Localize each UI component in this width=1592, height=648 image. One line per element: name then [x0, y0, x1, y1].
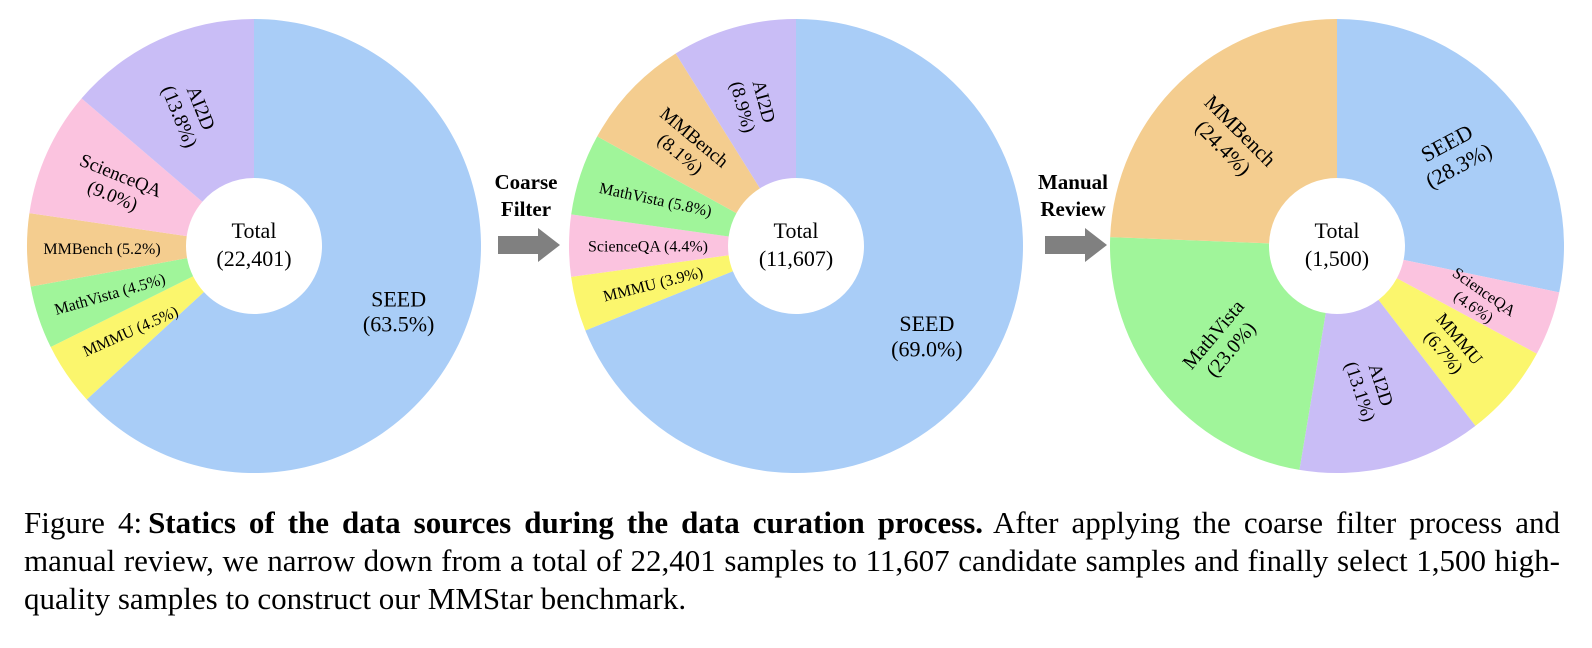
slice-mmmu	[1378, 278, 1537, 426]
caption-lead: Figure 4:	[24, 505, 143, 540]
slice-label-seed: SEED (69.0%)	[891, 311, 962, 361]
slice-scienceqa	[569, 214, 729, 277]
slice-label-mmbench: MMBench (5.2%)	[43, 241, 160, 258]
slice-seed	[1337, 19, 1564, 293]
step-arrow-1: Coarse Filter	[495, 170, 560, 262]
arrow-label: Coarse Filter	[495, 170, 558, 221]
slice-mmbench	[26, 213, 188, 287]
arrow-shape	[498, 228, 560, 262]
slice-mmmu	[50, 276, 204, 400]
caption-title: Statics of the data sources during the d…	[148, 505, 984, 540]
figure-caption: Figure 4: Statics of the data sources dur…	[24, 504, 1560, 618]
center-label: Total (11,607)	[759, 218, 833, 271]
slice-mathvista	[30, 258, 194, 347]
center-label: Total (22,401)	[216, 218, 291, 271]
step-arrow-2: Manual Review	[1038, 170, 1108, 262]
arrow-label: Manual Review	[1038, 170, 1108, 221]
slice-ai2d	[81, 19, 254, 202]
slice-ai2d	[1299, 299, 1476, 473]
data-source-figure: SEED (63.5%)MMMU (4.5%)MathVista (4.5%)MM…	[26, 19, 1564, 474]
slice-label-scienceqa: ScienceQA (4.4%)	[588, 238, 708, 255]
pie-chart-3: SEED(28.3%)ScienceQA(4.6%)MMMU(6.7%)AI2D…	[1110, 19, 1564, 473]
center-label: Total (1,500)	[1305, 218, 1369, 271]
slice-scienceqa	[1396, 259, 1560, 354]
slice-scienceqa	[29, 98, 203, 237]
slice-label-seed: SEED (63.5%)	[363, 286, 434, 336]
arrow-shape	[1045, 228, 1107, 262]
slice-mmbench	[597, 53, 760, 214]
slice-mathvista	[1110, 237, 1326, 470]
pie-chart-2: SEED (69.0%)MMMU (3.9%)ScienceQA (4.4%)Ma…	[569, 19, 1023, 473]
slice-mmmu	[571, 255, 733, 331]
slice-ai2d	[675, 19, 796, 189]
slice-mathvista	[571, 136, 737, 237]
slice-seed	[585, 19, 1023, 473]
slice-mmbench	[1110, 19, 1337, 244]
caption-body: After applying the coarse filter process…	[24, 505, 1560, 616]
slice-seed	[86, 19, 482, 474]
pie-chart-1: SEED (63.5%)MMMU (4.5%)MathVista (4.5%)MM…	[26, 19, 482, 474]
